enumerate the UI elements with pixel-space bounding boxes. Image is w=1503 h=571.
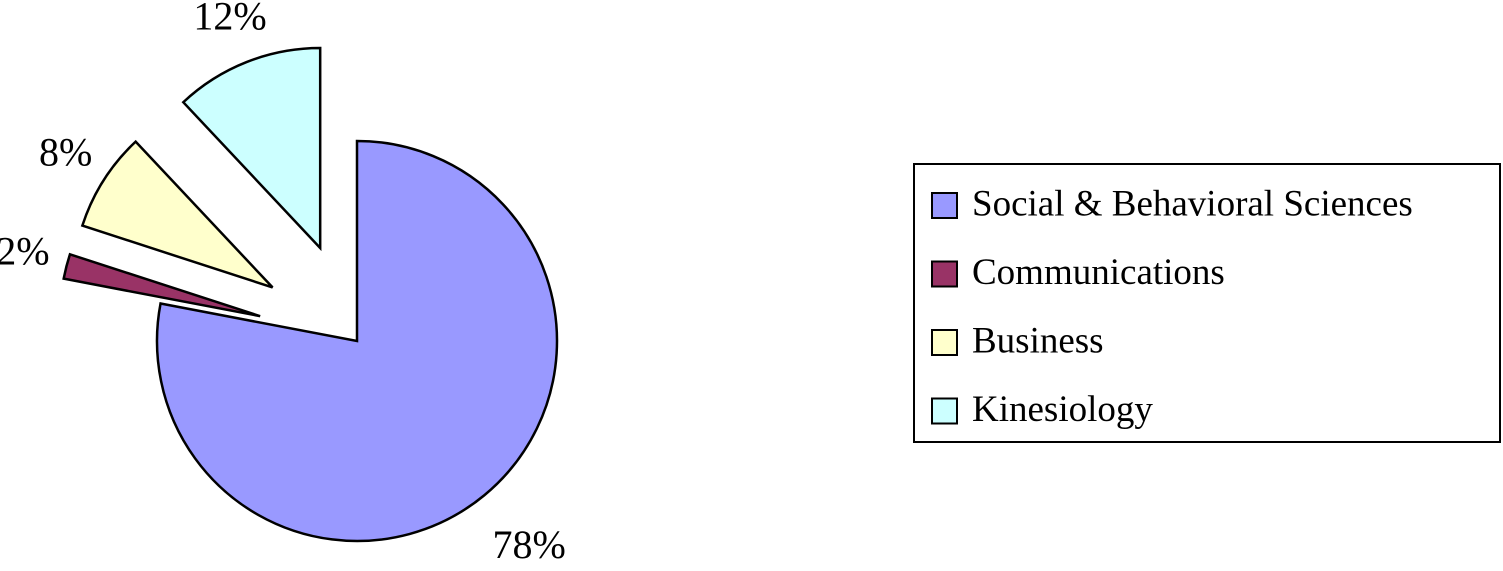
pie-slice <box>181 46 322 252</box>
legend-swatch <box>931 397 958 425</box>
legend-swatch <box>931 329 958 356</box>
legend-label: Kinesiology <box>972 389 1153 430</box>
value-label: 12% <box>193 0 266 38</box>
legend-label: Social & Behavioral Sciences <box>972 183 1413 224</box>
legend-swatch <box>931 260 958 288</box>
pie-slice <box>62 252 261 318</box>
value-label: 8% <box>39 129 92 174</box>
pie-slice <box>80 139 274 289</box>
legend-box <box>913 163 1501 443</box>
value-label: 78% <box>492 522 565 567</box>
pie-slice <box>155 139 559 543</box>
legend-label: Communications <box>972 252 1225 293</box>
legend-swatch <box>931 192 958 219</box>
value-label: 2% <box>0 228 50 273</box>
legend-label: Business <box>972 320 1104 361</box>
